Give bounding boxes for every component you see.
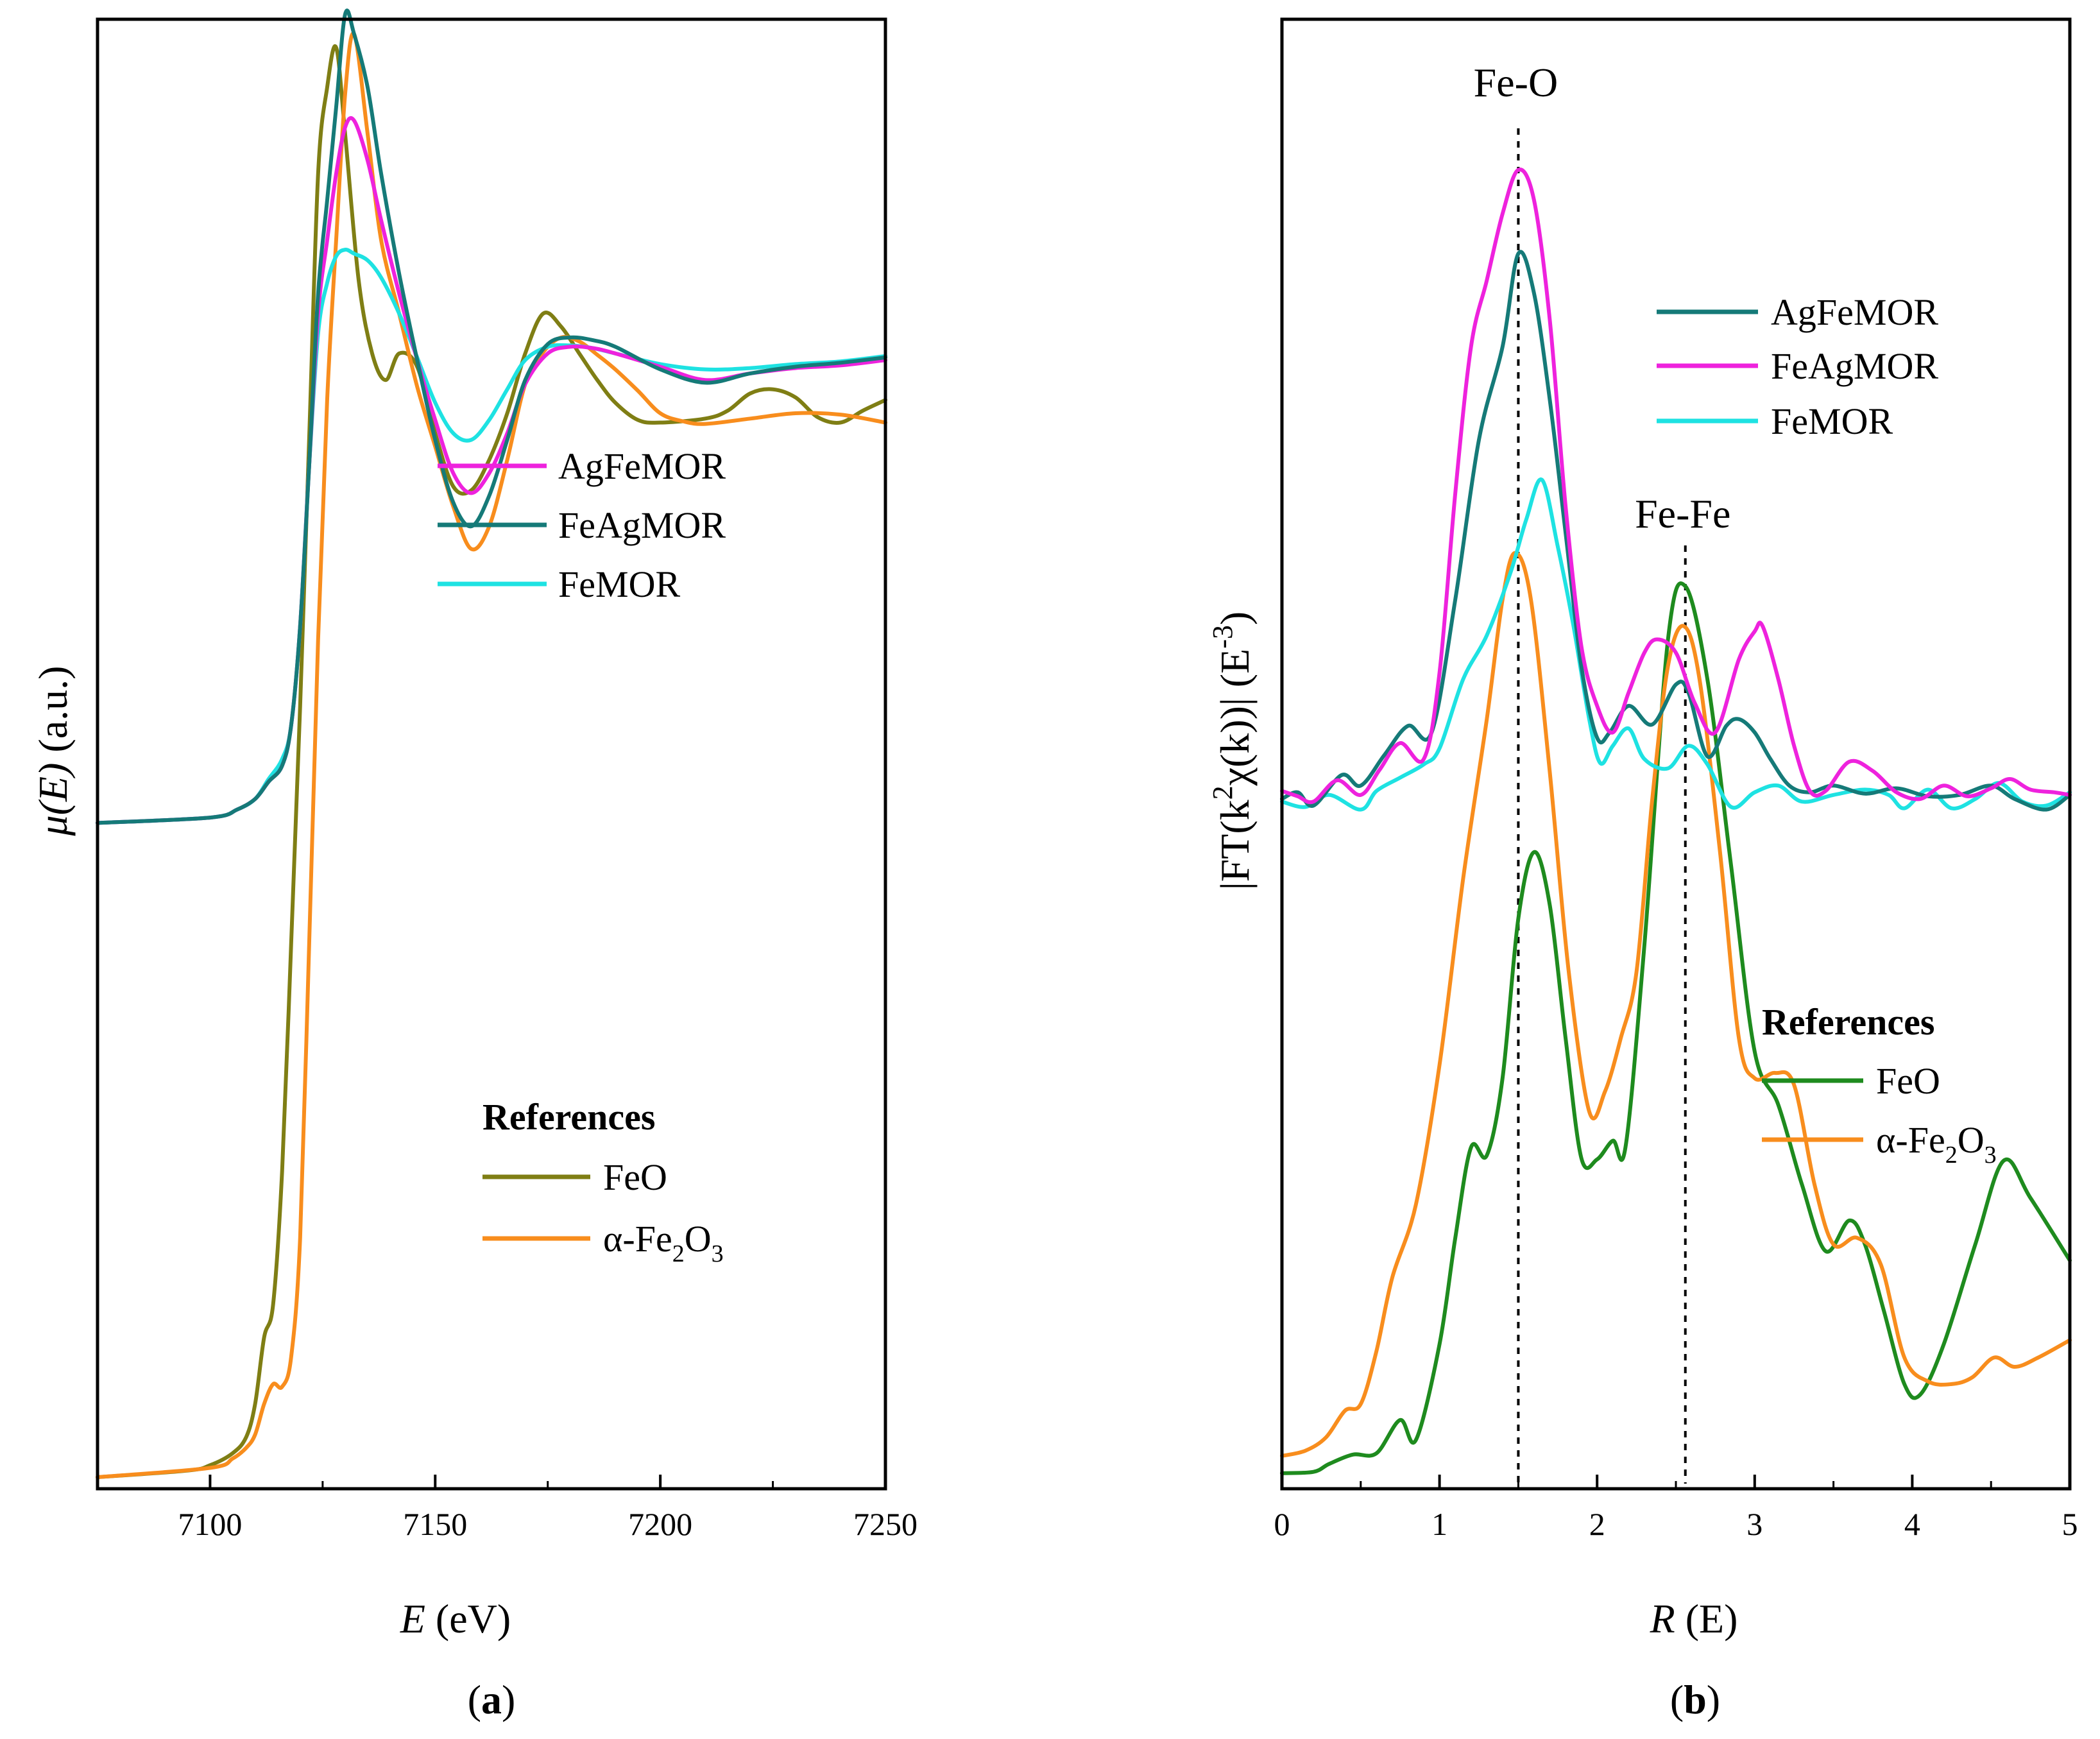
panel-b-frame: [1280, 17, 2072, 1491]
panel-b-series-fe2o3: [1280, 551, 2072, 1458]
panel-b-series-feagmor: [1280, 167, 2072, 805]
panel-b-series-femor: [1280, 477, 2072, 812]
panel-b: Fe-O Fe-Fe 0 1 2 3 4 5 R (E) |FT(k2χ(k))| (E-3…: [1207, 17, 2078, 1722]
legend-a-ref-1-label: α-Fe2O3: [603, 1218, 724, 1267]
panel-b-references-title: References: [1762, 1001, 1934, 1043]
legend-a-2-label: FeMOR: [558, 563, 680, 605]
panel-a-references-legend: References FeO α-Fe2O3: [482, 1096, 724, 1267]
panel-a-x-axis-title: E (eV): [400, 1596, 511, 1641]
panel-a-series-fe2o3: [96, 31, 887, 1479]
panel-a-caption: (a): [468, 1677, 516, 1722]
panel-b-x-tick-label: 4: [1904, 1506, 1920, 1542]
panel-a-series-feagmor: [96, 8, 887, 825]
panel-b-annotation-label-fe-fe: Fe-Fe: [1635, 491, 1730, 536]
panel-b-legend: AgFeMOR FeAgMOR FeMOR: [1657, 291, 1938, 442]
panel-b-caption: (b): [1670, 1677, 1720, 1722]
panel-b-annotations: Fe-O Fe-Fe: [1474, 60, 1730, 1484]
legend-b-1-label: FeAgMOR: [1771, 345, 1938, 387]
panel-a-x-tick-label: 7250: [853, 1506, 918, 1542]
panel-b-x-tick-label: 5: [2062, 1506, 2078, 1542]
panel-a-plot-area: [96, 8, 887, 1479]
legend-a-ref-0-label: FeO: [603, 1156, 667, 1198]
panel-a-x-unit: (eV): [425, 1596, 511, 1641]
panel-b-x-var: R: [1650, 1596, 1675, 1641]
panel-a-y-axis-title: μ(E) (a.u.): [30, 666, 76, 837]
panel-a-y-var: μ(E): [30, 763, 76, 837]
panel-b-references-legend: References FeO α-Fe2O3: [1762, 1001, 1997, 1169]
panel-a-x-tick-label: 7100: [178, 1506, 242, 1542]
panel-a-x-tick-label: 7200: [628, 1506, 692, 1542]
panel-a-series-feo: [96, 44, 887, 1479]
panel-b-x-unit: (E): [1675, 1596, 1738, 1641]
panel-b-x-axis-title: R (E): [1650, 1596, 1738, 1641]
legend-a-0-label: AgFeMOR: [558, 445, 726, 487]
panel-b-y-axis-title: |FT(k2χ(k))| (E-3): [1207, 612, 1258, 890]
legend-b-2-label: FeMOR: [1771, 400, 1893, 442]
panel-b-x-tick-label: 2: [1589, 1506, 1605, 1542]
panel-b-x-tick-label: 3: [1746, 1506, 1763, 1542]
panel-a: 7100 7150 7200 7250 E (eV) μ(E) (a.u.) AgFe…: [30, 8, 918, 1722]
panel-a-x-var: E: [400, 1596, 425, 1641]
panel-a-references-title: References: [482, 1096, 655, 1138]
panel-b-series-feo: [1280, 581, 2072, 1475]
panel-b-annotation-label-fe-o: Fe-O: [1474, 60, 1558, 105]
panel-b-x-tick-label: 0: [1274, 1506, 1290, 1542]
panel-b-x-tick-label: 1: [1431, 1506, 1447, 1542]
panel-b-x-ticks: 0 1 2 3 4 5: [1274, 1475, 2078, 1542]
panel-a-y-unit: (a.u.): [30, 666, 76, 763]
legend-b-0-label: AgFeMOR: [1771, 291, 1938, 333]
legend-b-ref-1-label: α-Fe2O3: [1876, 1119, 1997, 1169]
legend-b-ref-0-label: FeO: [1876, 1060, 1940, 1102]
panel-a-series-femor: [96, 248, 887, 825]
panel-b-plot-area: [1280, 167, 2072, 1475]
legend-a-1-label: FeAgMOR: [558, 504, 726, 546]
panel-a-frame: [96, 17, 887, 1491]
panel-a-legend: AgFeMOR FeAgMOR FeMOR: [438, 445, 726, 605]
panel-a-x-tick-label: 7150: [403, 1506, 467, 1542]
panel-a-x-ticks: 7100 7150 7200 7250: [178, 1475, 918, 1542]
panel-a-series-agfemor: [96, 116, 887, 825]
